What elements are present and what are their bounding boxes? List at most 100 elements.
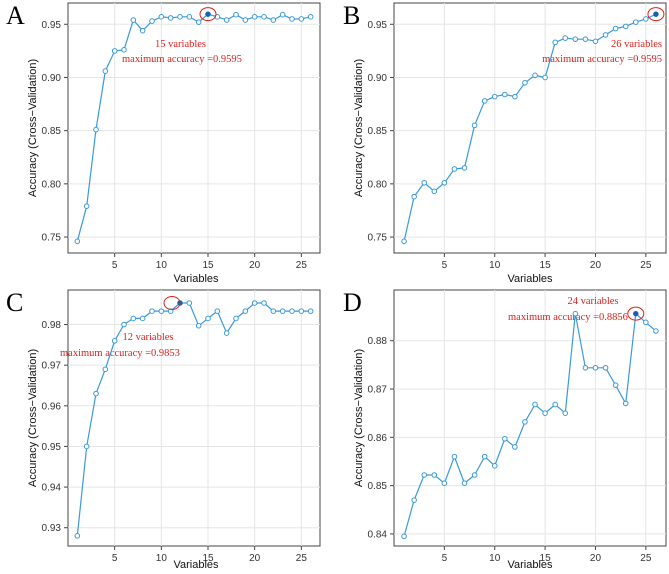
data-point bbox=[83, 443, 90, 450]
y-tick-label: 0.95 bbox=[368, 20, 388, 31]
data-point bbox=[562, 35, 569, 41]
data-point bbox=[542, 410, 548, 416]
data-point bbox=[93, 126, 99, 133]
data-point bbox=[93, 390, 99, 397]
data-point bbox=[421, 179, 428, 186]
panel-a-y-axis-label: Accuracy (Cross−Validation) bbox=[27, 59, 39, 197]
data-point bbox=[158, 14, 165, 20]
y-tick-label: 0.96 bbox=[42, 401, 62, 412]
panel-c-y-axis-label: Accuracy (Cross−Validation) bbox=[27, 349, 39, 487]
data-point bbox=[307, 14, 314, 20]
panel-c: C Variables Accuracy (Cross−Validation) … bbox=[6, 288, 321, 571]
data-point bbox=[451, 166, 458, 172]
panel-b-annotation-max-accuracy: maximum accuracy =0.9595 bbox=[542, 54, 662, 65]
data-point bbox=[481, 98, 488, 104]
data-point bbox=[632, 19, 639, 25]
data-point bbox=[502, 91, 508, 98]
data-point bbox=[223, 330, 230, 336]
data-point bbox=[481, 453, 488, 460]
data-point bbox=[195, 19, 202, 25]
x-tick-label: 5 bbox=[442, 260, 448, 271]
panel-b-y-axis-label: Accuracy (Cross−Validation) bbox=[353, 59, 365, 197]
max-point-ring bbox=[163, 296, 181, 311]
y-tick-label: 0.95 bbox=[42, 20, 62, 31]
y-tick-label: 0.95 bbox=[42, 442, 62, 453]
x-tick-label: 25 bbox=[296, 260, 308, 271]
data-point bbox=[522, 419, 528, 425]
series-line bbox=[403, 312, 657, 537]
y-tick-label: 0.85 bbox=[368, 126, 388, 137]
y-tick-label: 0.80 bbox=[368, 179, 388, 190]
data-point bbox=[522, 79, 528, 86]
data-point bbox=[592, 38, 599, 45]
data-point bbox=[532, 401, 538, 408]
x-tick-label: 10 bbox=[156, 553, 168, 564]
data-point bbox=[431, 472, 438, 478]
data-point bbox=[431, 188, 438, 195]
panel-a: A Variables Accuracy (Cross−Validation) … bbox=[6, 1, 321, 285]
panel-a-plot-area bbox=[67, 2, 321, 254]
data-point bbox=[491, 463, 498, 469]
data-point bbox=[242, 308, 249, 314]
panel-c-plot-area bbox=[67, 289, 321, 547]
data-point bbox=[552, 401, 558, 408]
data-point bbox=[471, 122, 478, 129]
data-point bbox=[451, 453, 458, 460]
x-tick-label: 15 bbox=[540, 553, 552, 564]
data-point bbox=[111, 337, 118, 344]
data-point bbox=[582, 36, 589, 42]
y-tick-label: 0.90 bbox=[368, 73, 388, 84]
x-tick-label: 25 bbox=[296, 553, 308, 564]
y-tick-label: 0.97 bbox=[42, 361, 62, 372]
panel-d-plot-area bbox=[393, 289, 667, 547]
panel-b-annotation-variables: 26 variables bbox=[611, 39, 662, 50]
y-tick-label: 0.88 bbox=[368, 336, 388, 347]
y-tick-label: 0.84 bbox=[368, 529, 388, 540]
panel-d-x-axis-label: Variables bbox=[507, 559, 553, 571]
data-point bbox=[307, 308, 314, 314]
panel-a-annotation-max-accuracy: maximum accuracy =0.9595 bbox=[122, 54, 242, 65]
panel-a-annotation-variables: 15 variables bbox=[155, 39, 206, 50]
data-point bbox=[261, 14, 267, 20]
x-tick-label: 10 bbox=[489, 260, 501, 271]
data-point bbox=[298, 16, 305, 22]
data-point bbox=[542, 74, 548, 81]
data-point bbox=[502, 435, 508, 442]
data-point bbox=[279, 11, 286, 18]
data-point bbox=[643, 319, 649, 326]
data-point bbox=[612, 25, 619, 32]
data-point bbox=[421, 472, 428, 478]
data-point bbox=[441, 179, 448, 186]
data-point bbox=[562, 410, 569, 416]
data-point bbox=[582, 364, 589, 371]
y-tick-label: 0.80 bbox=[42, 179, 62, 190]
data-point bbox=[102, 68, 109, 74]
y-tick-label: 0.85 bbox=[368, 481, 388, 492]
x-tick-label: 5 bbox=[442, 553, 448, 564]
x-tick-label: 20 bbox=[590, 260, 602, 271]
data-point bbox=[186, 300, 193, 306]
panel-c-x-axis-label: Variables bbox=[173, 559, 219, 571]
data-point bbox=[298, 308, 305, 314]
data-point bbox=[149, 308, 155, 314]
data-point bbox=[233, 11, 239, 18]
data-point bbox=[612, 382, 619, 388]
data-point bbox=[653, 328, 659, 334]
data-point bbox=[195, 322, 202, 329]
data-point bbox=[223, 17, 230, 23]
x-tick-label: 10 bbox=[489, 553, 501, 564]
data-point bbox=[251, 14, 258, 20]
data-point bbox=[121, 321, 127, 328]
data-point bbox=[441, 480, 448, 487]
y-tick-label: 0.75 bbox=[368, 233, 388, 244]
data-point bbox=[251, 300, 258, 306]
data-point bbox=[592, 364, 599, 371]
data-point bbox=[167, 15, 174, 21]
panel-c-letter: C bbox=[6, 288, 23, 317]
data-point bbox=[401, 533, 407, 540]
data-point bbox=[552, 39, 558, 46]
panel-a-letter: A bbox=[6, 1, 25, 30]
max-point-ring bbox=[199, 7, 217, 22]
data-point bbox=[411, 193, 417, 200]
x-tick-label: 15 bbox=[202, 260, 214, 271]
